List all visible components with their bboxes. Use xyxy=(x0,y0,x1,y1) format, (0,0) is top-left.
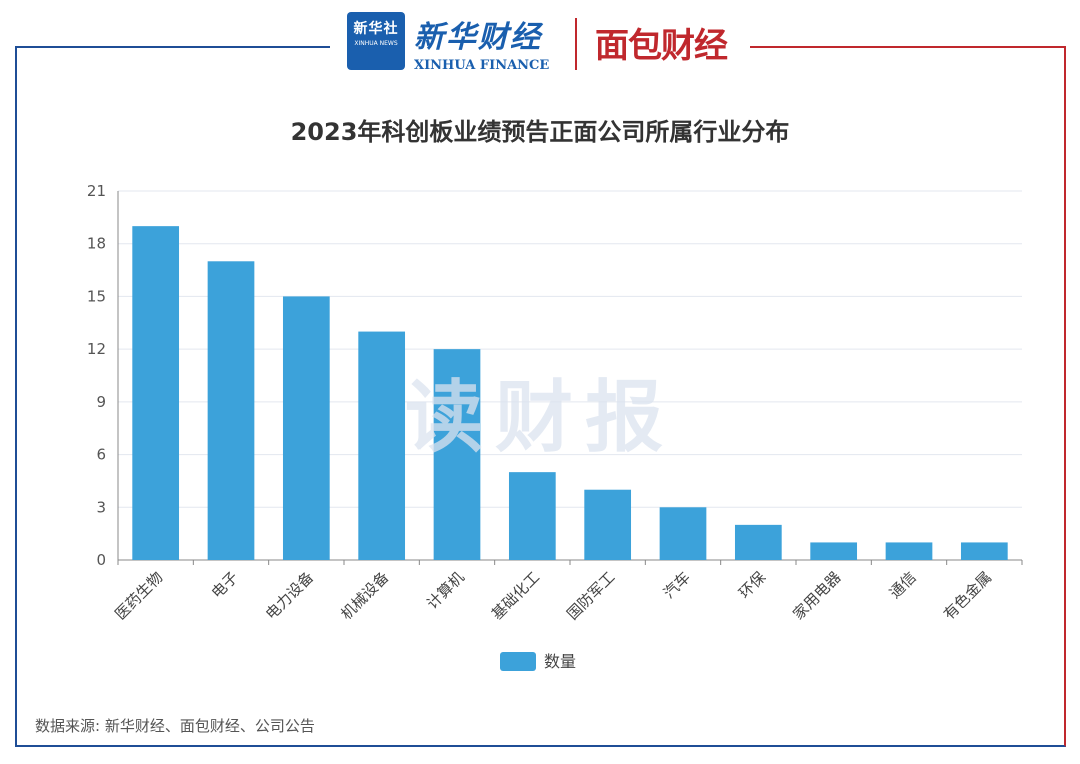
bar-3 xyxy=(358,331,406,560)
bar-1 xyxy=(207,261,255,560)
x-tick-label: 家用电器 xyxy=(789,568,844,623)
x-tick-label: 汽车 xyxy=(660,568,694,602)
chart-title: 2023年科创板业绩预告正面公司所属行业分布 xyxy=(290,118,790,146)
bar-2 xyxy=(282,296,330,560)
mianbao-logo: 面包财经 xyxy=(595,26,728,66)
legend-label: 数量 xyxy=(544,652,576,671)
x-tick-label: 医药生物 xyxy=(111,568,166,623)
xinhua-badge-en: XINHUA NEWS xyxy=(354,40,398,47)
xinhua-finance-logo: 新华财经 XINHUA FINANCE xyxy=(414,12,549,73)
y-tick-label: 0 xyxy=(96,551,106,569)
watermark: 读财报 xyxy=(405,373,676,463)
xinhua-logo: 新华社 XINHUA NEWS xyxy=(347,12,405,70)
y-tick-label: 18 xyxy=(87,235,106,253)
x-tick-label: 环保 xyxy=(735,568,769,602)
xinhua-badge-cn: 新华社 xyxy=(353,21,399,37)
x-tick-label: 基础化工 xyxy=(488,568,543,623)
x-tick-label: 电子 xyxy=(208,568,242,602)
frame-right xyxy=(530,46,1066,747)
bar-6 xyxy=(584,489,632,560)
x-tick-label: 电力设备 xyxy=(262,568,317,623)
legend-swatch xyxy=(500,652,536,671)
bar-9 xyxy=(810,542,858,560)
x-tick-label: 国防军工 xyxy=(563,568,618,623)
xinhua-brand-cn: 新华财经 xyxy=(414,20,542,55)
y-tick-label: 6 xyxy=(96,446,106,464)
y-tick-label: 12 xyxy=(87,340,106,358)
bar-4 xyxy=(433,349,481,560)
x-tick-label: 通信 xyxy=(886,568,920,602)
bar-10 xyxy=(885,542,933,560)
x-tick-label: 机械设备 xyxy=(337,568,392,623)
x-tick-label: 计算机 xyxy=(423,568,468,613)
bar-8 xyxy=(734,524,782,560)
bar-11 xyxy=(960,542,1008,560)
y-tick-label: 3 xyxy=(96,498,106,516)
bar-0 xyxy=(132,226,180,560)
bar-5 xyxy=(508,472,556,560)
source-note: 数据来源: 新华财经、面包财经、公司公告 xyxy=(35,717,315,735)
frame-left xyxy=(15,46,530,747)
x-tick-label: 有色金属 xyxy=(940,568,995,623)
y-tick-label: 21 xyxy=(87,182,106,200)
y-tick-label: 15 xyxy=(87,287,106,305)
bar-7 xyxy=(659,507,707,560)
y-tick-label: 9 xyxy=(96,393,106,411)
logo-divider xyxy=(575,18,577,70)
xinhua-brand-en: XINHUA FINANCE xyxy=(414,58,550,73)
